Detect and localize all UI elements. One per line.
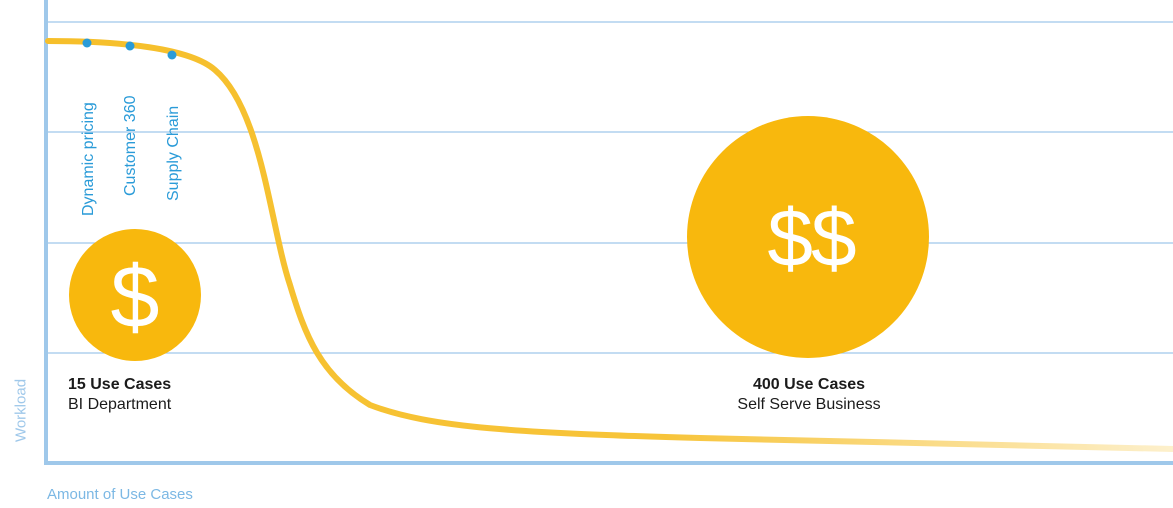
left-annotation: 15 Use Cases BI Department <box>68 375 171 415</box>
y-axis-label: Workload <box>12 378 30 443</box>
case-marker-customer-360 <box>125 41 135 51</box>
double-dollar-sign-icon: $$ <box>767 193 856 284</box>
x-axis-label: Amount of Use Cases <box>47 486 193 503</box>
large-dollar-coin <box>687 116 929 358</box>
case-label-dynamic-pricing: Dynamic pricing <box>80 102 97 216</box>
case-marker-dynamic-pricing <box>82 38 92 48</box>
right-annotation-title: 400 Use Cases <box>752 376 866 393</box>
small-dollar-coin <box>69 229 201 361</box>
right-annotation-subtitle: Self Serve Business <box>737 396 881 413</box>
case-marker-supply-chain <box>167 50 177 60</box>
dollar-sign-icon: $ <box>111 247 160 346</box>
workload-curve <box>45 38 1173 452</box>
left-annotation-subtitle: BI Department <box>68 396 172 413</box>
left-annotation-title: 15 Use Cases <box>68 376 172 393</box>
case-label-customer-360: Customer 360 <box>122 95 139 196</box>
right-annotation: 400 Use Cases Self Serve Business <box>690 375 928 415</box>
case-label-supply-chain: Supply Chain <box>165 106 182 201</box>
